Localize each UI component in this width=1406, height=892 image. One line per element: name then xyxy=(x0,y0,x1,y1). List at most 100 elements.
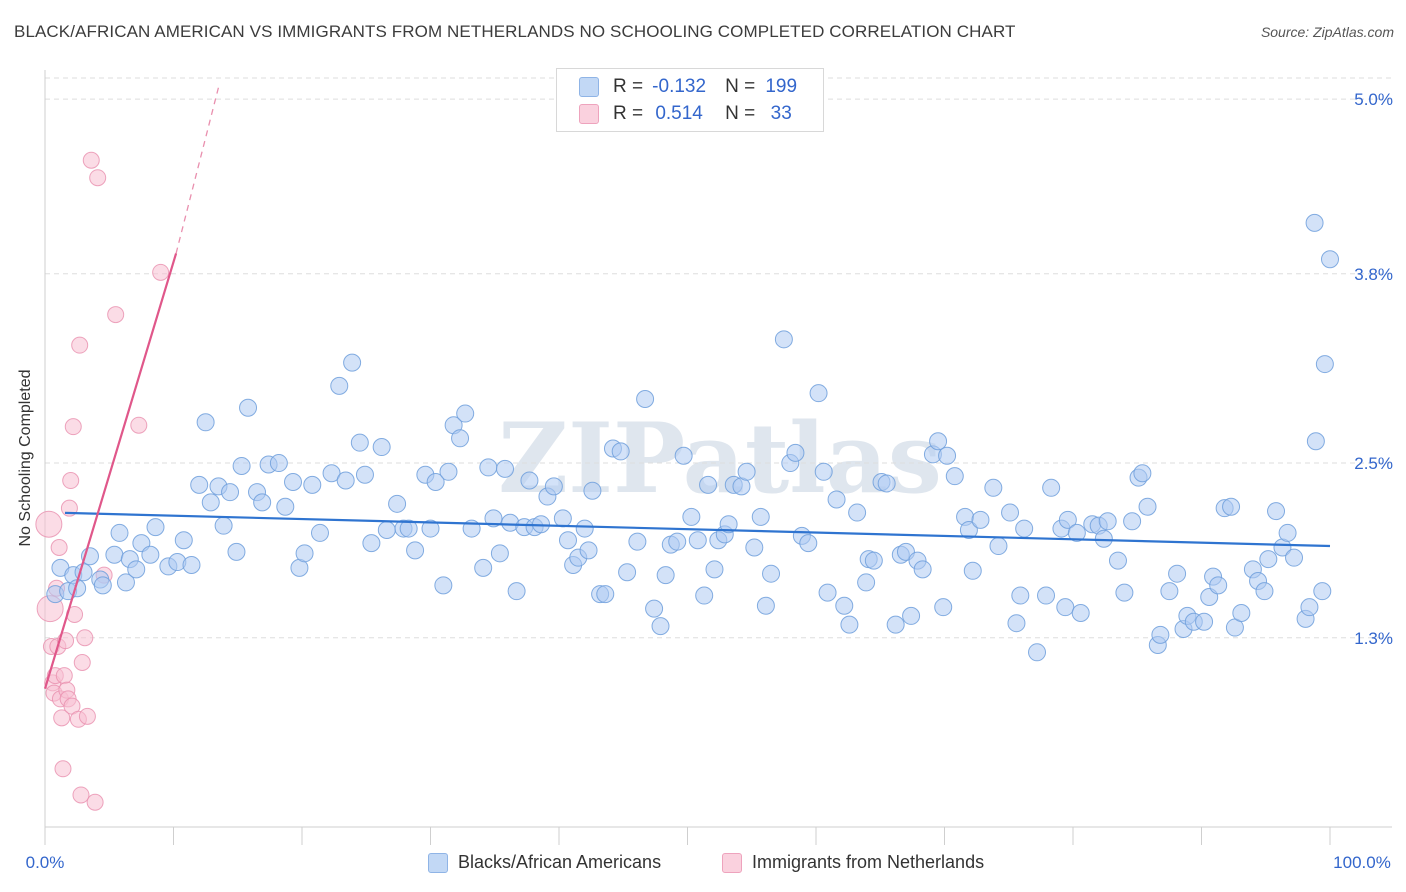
data-point xyxy=(745,538,764,557)
data-point xyxy=(295,544,314,563)
data-point xyxy=(929,432,948,451)
data-point xyxy=(558,531,577,550)
data-point xyxy=(451,429,470,448)
data-point xyxy=(227,542,246,561)
data-point xyxy=(336,471,355,490)
source-label: Source: ZipAtlas.com xyxy=(1260,24,1394,40)
data-point xyxy=(303,475,322,494)
data-point xyxy=(864,551,883,570)
data-point xyxy=(479,458,498,477)
data-point xyxy=(934,598,953,617)
data-point xyxy=(575,519,594,538)
data-point xyxy=(1151,625,1170,644)
data-point xyxy=(1278,523,1297,542)
x-tick-label: 0.0% xyxy=(26,853,65,872)
data-point xyxy=(1209,576,1228,595)
data-point xyxy=(1108,551,1127,570)
data-point xyxy=(130,416,148,434)
legend-n-label: N = xyxy=(725,103,756,124)
y-tick-label: 1.3% xyxy=(1354,629,1393,648)
data-point xyxy=(774,330,793,349)
data-point xyxy=(699,475,718,494)
data-point xyxy=(1094,529,1113,548)
data-point xyxy=(355,465,374,484)
data-point xyxy=(959,521,978,540)
data-point xyxy=(1259,550,1278,569)
data-point xyxy=(827,490,846,509)
legend-row-pink: R = 0.514 N = 33 xyxy=(579,101,807,127)
data-point xyxy=(1007,614,1026,633)
data-point xyxy=(64,418,82,436)
x-tick-label: 100.0% xyxy=(1333,853,1391,872)
data-point xyxy=(818,583,837,602)
data-point xyxy=(945,467,964,486)
legend-n-value: 33 xyxy=(770,103,792,124)
data-point xyxy=(362,534,381,553)
data-point xyxy=(1037,586,1056,605)
data-point xyxy=(984,478,1003,497)
data-point xyxy=(35,510,63,538)
data-point xyxy=(284,472,303,491)
data-point xyxy=(350,433,369,452)
y-tick-label: 3.8% xyxy=(1354,265,1393,284)
data-point xyxy=(902,606,921,625)
data-point xyxy=(737,462,756,481)
data-point xyxy=(971,510,990,529)
trend-line-blue xyxy=(64,511,1331,548)
data-point xyxy=(484,509,503,528)
legend-r-label: R = xyxy=(613,103,644,124)
data-point xyxy=(388,494,407,513)
data-point xyxy=(1313,582,1332,601)
data-point xyxy=(53,709,71,727)
data-point xyxy=(989,537,1008,556)
data-point xyxy=(399,519,418,538)
data-point xyxy=(668,532,687,551)
data-point xyxy=(62,472,80,490)
data-point xyxy=(963,561,982,580)
data-point xyxy=(1042,478,1061,497)
bottom-legend-swatch-blue xyxy=(428,852,448,873)
data-point xyxy=(377,521,396,540)
data-point xyxy=(239,398,258,417)
y-axis-label: No Schooling Completed xyxy=(17,369,34,547)
bottom-legend-label-pink: Immigrants from Netherlands xyxy=(752,852,985,872)
data-point xyxy=(276,497,295,516)
data-point xyxy=(426,472,445,491)
data-point xyxy=(141,545,160,564)
data-point xyxy=(89,169,107,187)
legend-r-value: -0.132 xyxy=(652,76,707,97)
data-point xyxy=(1138,497,1157,516)
data-point xyxy=(1255,582,1274,601)
chart-title: BLACK/AFRICAN AMERICAN VS IMMIGRANTS FRO… xyxy=(14,22,1016,41)
data-point xyxy=(322,464,341,483)
legend-row-blue: R = -0.132 N = 199 xyxy=(579,74,807,100)
data-point xyxy=(579,541,598,560)
data-point xyxy=(1123,512,1142,531)
data-point xyxy=(107,306,125,324)
data-point xyxy=(682,507,701,526)
data-point xyxy=(656,566,675,585)
data-point xyxy=(913,560,932,579)
data-point xyxy=(72,786,90,804)
data-point xyxy=(695,586,714,605)
legend-r-value: 0.514 xyxy=(655,103,703,124)
data-point xyxy=(343,353,362,372)
y-tick-label: 2.5% xyxy=(1354,454,1393,473)
data-point xyxy=(214,516,233,535)
data-point xyxy=(840,615,859,634)
data-point xyxy=(705,560,724,579)
data-point xyxy=(1315,355,1334,374)
data-point xyxy=(1232,604,1251,623)
data-point xyxy=(553,509,572,528)
data-point xyxy=(1305,213,1324,232)
data-point xyxy=(110,523,129,542)
data-point xyxy=(938,446,957,465)
data-point xyxy=(756,596,775,615)
data-point xyxy=(269,454,288,473)
data-point xyxy=(1306,432,1325,451)
data-point xyxy=(1067,523,1086,542)
data-point xyxy=(520,471,539,490)
legend-r-label: R = xyxy=(613,76,644,97)
data-point xyxy=(1321,250,1339,269)
